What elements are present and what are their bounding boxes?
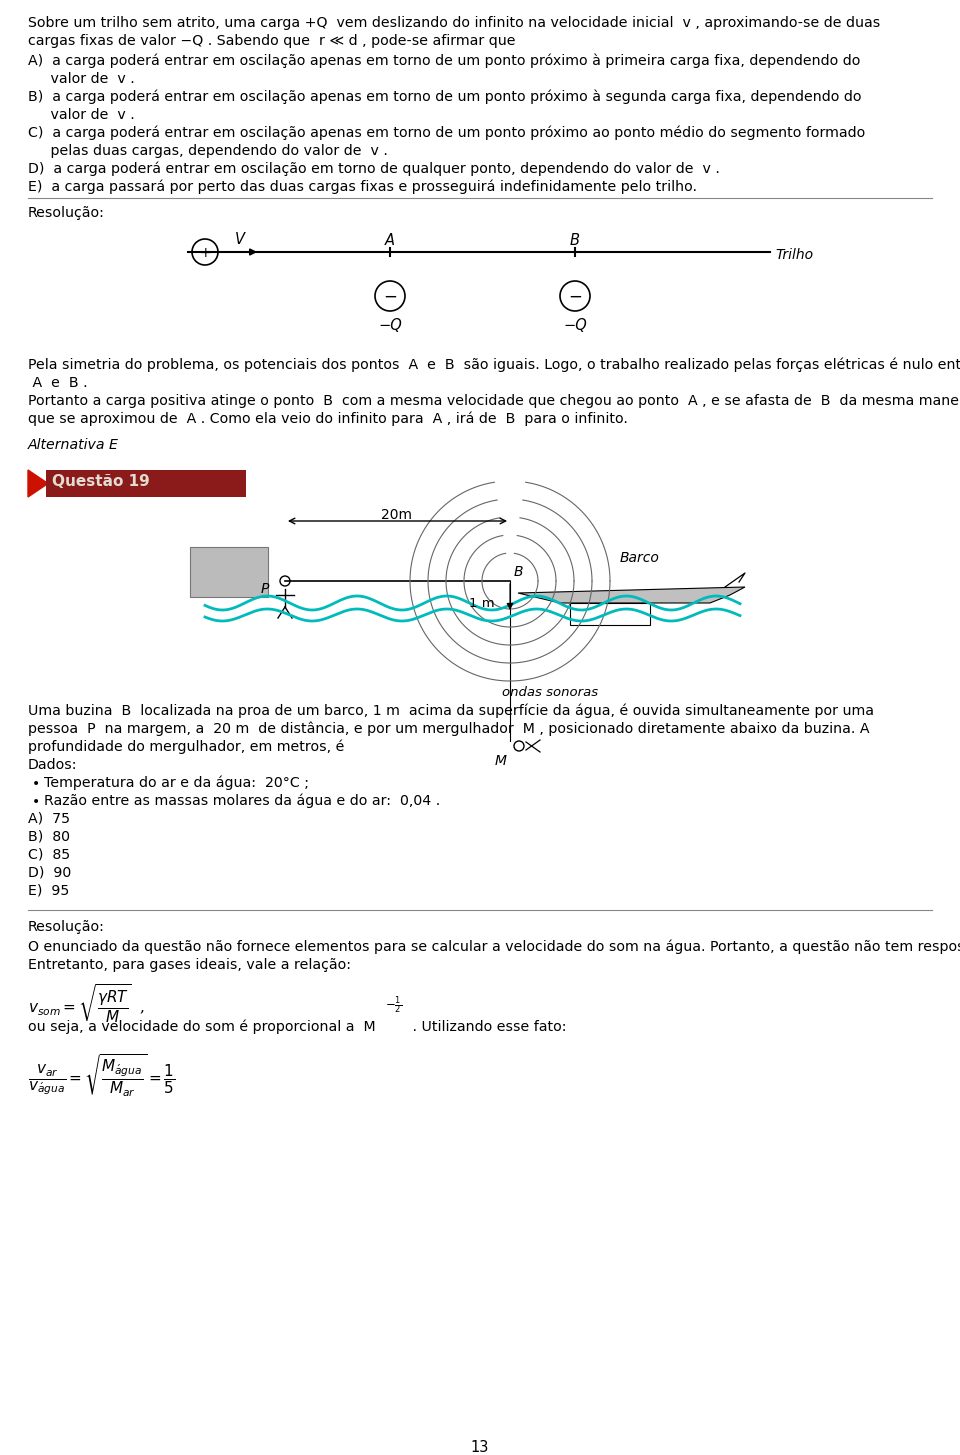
Text: valor de  v .: valor de v . — [28, 108, 134, 122]
Text: 13: 13 — [470, 1440, 490, 1455]
Text: cargas fixas de valor −Q . Sabendo que  r ≪ d , pode-se afirmar que: cargas fixas de valor −Q . Sabendo que r… — [28, 33, 516, 48]
Text: M: M — [495, 754, 507, 768]
Text: −Q: −Q — [564, 319, 587, 333]
Text: C)  85: C) 85 — [28, 848, 70, 861]
Text: pelas duas cargas, dependendo do valor de  v .: pelas duas cargas, dependendo do valor d… — [28, 144, 388, 159]
Text: •: • — [32, 777, 40, 792]
Text: E)  95: E) 95 — [28, 885, 69, 898]
Text: Alternativa E: Alternativa E — [28, 438, 119, 453]
Text: +: + — [199, 246, 211, 260]
Text: Portanto a carga positiva atinge o ponto  B  com a mesma velocidade que chegou a: Portanto a carga positiva atinge o ponto… — [28, 394, 960, 407]
Text: profundidade do mergulhador, em metros, é: profundidade do mergulhador, em metros, … — [28, 741, 345, 755]
Text: B: B — [570, 233, 580, 247]
Text: Entretanto, para gases ideais, vale a relação:: Entretanto, para gases ideais, vale a re… — [28, 957, 351, 972]
Text: valor de  v .: valor de v . — [28, 71, 134, 86]
Text: P: P — [261, 582, 269, 597]
Text: E)  a carga passará por perto das duas cargas fixas e prosseguirá indefinidament: E) a carga passará por perto das duas ca… — [28, 180, 697, 195]
Text: Razão entre as massas molares da água e do ar:  0,04 .: Razão entre as massas molares da água e … — [44, 794, 441, 809]
Text: $v_{som} = \sqrt{\dfrac{\gamma RT}{M}}$  ,: $v_{som} = \sqrt{\dfrac{\gamma RT}{M}}$ … — [28, 982, 145, 1024]
Text: ondas sonoras: ondas sonoras — [502, 685, 598, 698]
Polygon shape — [518, 586, 745, 602]
Text: que se aproximou de  A . Como ela veio do infinito para  A , irá de  B  para o i: que se aproximou de A . Como ela veio do… — [28, 412, 628, 426]
Text: −Q: −Q — [378, 319, 402, 333]
Text: Uma buzina  B  localizada na proa de um barco, 1 m  acima da superfície da água,: Uma buzina B localizada na proa de um ba… — [28, 704, 874, 719]
Text: A: A — [385, 233, 395, 247]
Polygon shape — [28, 470, 48, 498]
Text: 20m: 20m — [381, 508, 413, 522]
Text: A)  a carga poderá entrar em oscilação apenas em torno de um ponto próximo à pri: A) a carga poderá entrar em oscilação ap… — [28, 54, 860, 68]
Text: pessoa  P  na margem, a  20 m  de distância, e por um mergulhador  M , posiciona: pessoa P na margem, a 20 m de distância,… — [28, 722, 870, 736]
Text: Resolução:: Resolução: — [28, 920, 105, 934]
Text: D)  a carga poderá entrar em oscilação em torno de qualquer ponto, dependendo do: D) a carga poderá entrar em oscilação em… — [28, 162, 720, 176]
Text: Dados:: Dados: — [28, 758, 78, 773]
Text: $\dfrac{v_{ar}}{v_{\acute{a}gua}} = \sqrt{\dfrac{M_{\acute{a}gua}}{M_{ar}}} = \d: $\dfrac{v_{ar}}{v_{\acute{a}gua}} = \sqr… — [28, 1052, 176, 1099]
Text: $-\frac{1}{2}$: $-\frac{1}{2}$ — [385, 994, 402, 1016]
Text: Resolução:: Resolução: — [28, 207, 105, 220]
Text: O enunciado da questão não fornece elementos para se calcular a velocidade do so: O enunciado da questão não fornece eleme… — [28, 940, 960, 954]
Text: B)  80: B) 80 — [28, 829, 70, 844]
Text: . Utilizando esse fato:: . Utilizando esse fato: — [408, 1020, 566, 1035]
Polygon shape — [570, 602, 650, 626]
Text: V: V — [235, 231, 245, 247]
Text: Pela simetria do problema, os potenciais dos pontos  A  e  B  são iguais. Logo, : Pela simetria do problema, os potenciais… — [28, 358, 960, 372]
Text: Barco: Barco — [620, 551, 660, 565]
Text: −: − — [383, 288, 396, 306]
Text: B: B — [514, 565, 523, 579]
Text: A  e  B .: A e B . — [28, 375, 87, 390]
Text: •: • — [32, 794, 40, 809]
Text: A)  75: A) 75 — [28, 812, 70, 826]
Text: −: − — [568, 288, 582, 306]
Text: D)  90: D) 90 — [28, 866, 71, 880]
FancyBboxPatch shape — [190, 547, 268, 597]
Text: ou seja, a velocidade do som é proporcional a  M: ou seja, a velocidade do som é proporcio… — [28, 1020, 375, 1035]
Text: 1 m: 1 m — [469, 597, 494, 610]
Text: Sobre um trilho sem atrito, uma carga +Q  vem deslizando do infinito na velocida: Sobre um trilho sem atrito, uma carga +Q… — [28, 16, 880, 31]
Text: Questão 19: Questão 19 — [52, 474, 150, 489]
Text: Temperatura do ar e da água:  20°C ;: Temperatura do ar e da água: 20°C ; — [44, 776, 309, 790]
FancyBboxPatch shape — [46, 470, 246, 498]
Text: B)  a carga poderá entrar em oscilação apenas em torno de um ponto próximo à seg: B) a carga poderá entrar em oscilação ap… — [28, 90, 861, 105]
Text: C)  a carga poderá entrar em oscilação apenas em torno de um ponto próximo ao po: C) a carga poderá entrar em oscilação ap… — [28, 127, 865, 141]
Text: Trilho: Trilho — [775, 247, 813, 262]
